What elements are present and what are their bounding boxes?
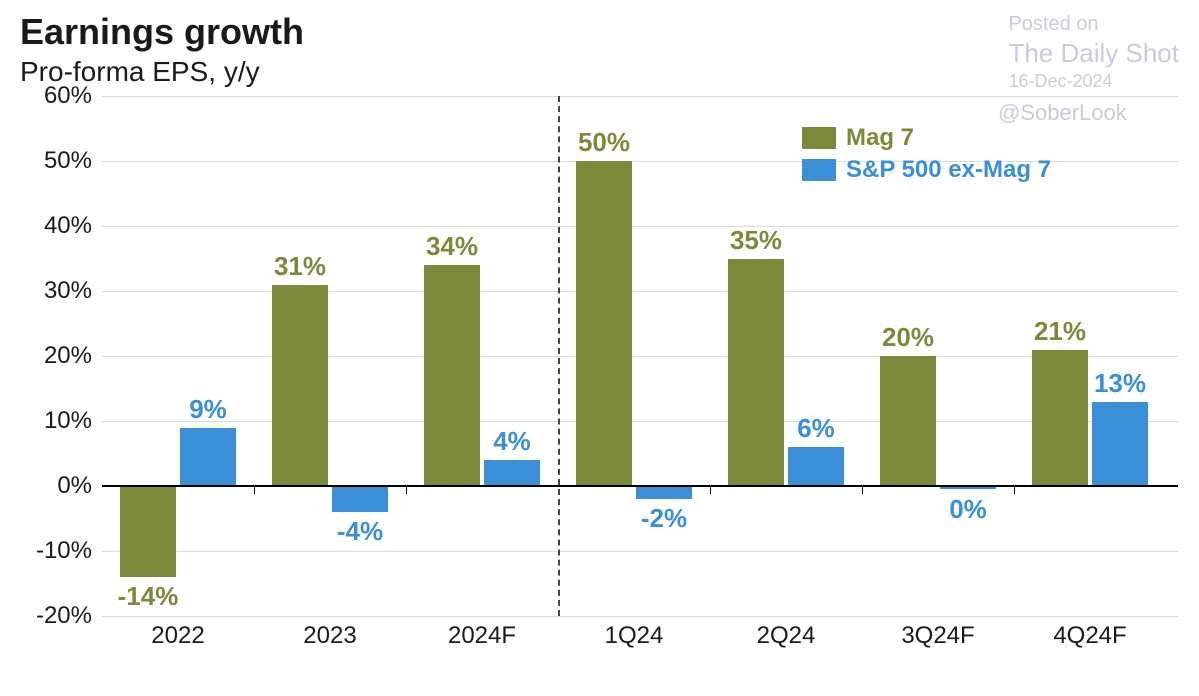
gridline [102,226,1178,227]
x-tick-label: 2Q24 [757,622,816,650]
watermark: Posted on The Daily Shot 16-Dec-2024 [1008,12,1179,92]
gridline [102,291,1178,292]
bar [1092,402,1148,487]
legend-item: S&P 500 ex-Mag 7 [802,156,1051,184]
x-tick-mark [1014,486,1015,494]
bar-value-label: 4% [493,426,531,457]
legend-item: Mag 7 [802,124,1051,152]
bar-value-label: 35% [730,225,782,256]
x-tick-label: 3Q24F [901,622,974,650]
bar [728,259,784,487]
bar [272,285,328,487]
x-tick-label: 2022 [151,622,204,650]
bar [1032,350,1088,487]
bar-value-label: 9% [189,394,227,425]
x-tick-label: 4Q24F [1053,622,1126,650]
y-tick-label: 60% [26,82,92,110]
legend-swatch [802,159,836,181]
legend-label: Mag 7 [846,124,914,152]
plot-area: -14% 31% 34% 50% 35% 20% 21% 9% -4% 4% -2% 6% 0% 13% M… [102,96,1178,616]
legend: Mag 7 S&P 500 ex-Mag 7 [802,124,1051,184]
watermark-handle: @SoberLook [998,100,1127,126]
bar [636,486,692,499]
zero-axis-line [102,485,1178,487]
x-tick-mark [710,486,711,494]
y-tick-label: 10% [26,407,92,435]
bar-value-label: 34% [426,231,478,262]
bar-value-label: 6% [797,413,835,444]
y-tick-label: -10% [26,537,92,565]
bar-value-label: 31% [274,251,326,282]
section-divider [558,96,560,616]
x-tick-label: 2023 [303,622,356,650]
y-tick-label: -20% [26,602,92,630]
bar-value-label: 0% [949,494,987,525]
y-tick-label: 0% [26,472,92,500]
bar-value-label: 13% [1094,368,1146,399]
bar [880,356,936,486]
y-tick-label: 40% [26,212,92,240]
x-tick-label: 1Q24 [605,622,664,650]
bar-value-label: -4% [337,516,383,547]
gridline [102,551,1178,552]
y-tick-label: 30% [26,277,92,305]
bar [424,265,480,486]
legend-swatch [802,127,836,149]
bar-value-label: -2% [641,503,687,534]
x-tick-mark [862,486,863,494]
header-row: Earnings growth Pro-forma EPS, y/y Poste… [20,12,1179,92]
watermark-line1: Posted on [1008,12,1179,37]
gridline [102,356,1178,357]
bar [120,486,176,577]
gridline [102,616,1178,617]
bar-value-label: 50% [578,127,630,158]
bar-value-label: 21% [1034,316,1086,347]
title-block: Earnings growth Pro-forma EPS, y/y [20,12,304,88]
bar [788,447,844,486]
x-tick-label: 2024F [448,622,516,650]
bar [484,460,540,486]
x-tick-mark [254,486,255,494]
bar-value-label: 20% [882,322,934,353]
gridline [102,96,1178,97]
watermark-line2: The Daily Shot [1008,37,1179,70]
y-tick-label: 50% [26,147,92,175]
bar [576,161,632,486]
bar [332,486,388,512]
watermark-date: 16-Dec-2024 [1008,70,1179,93]
legend-label: S&P 500 ex-Mag 7 [846,156,1051,184]
y-tick-label: 20% [26,342,92,370]
bar-chart: -14% 31% 34% 50% 35% 20% 21% 9% -4% 4% -2% 6% 0% 13% M… [26,96,1178,656]
gridline [102,421,1178,422]
chart-title: Earnings growth [20,12,304,52]
bar [180,428,236,487]
x-tick-mark [406,486,407,494]
bar-value-label: -14% [118,581,179,612]
